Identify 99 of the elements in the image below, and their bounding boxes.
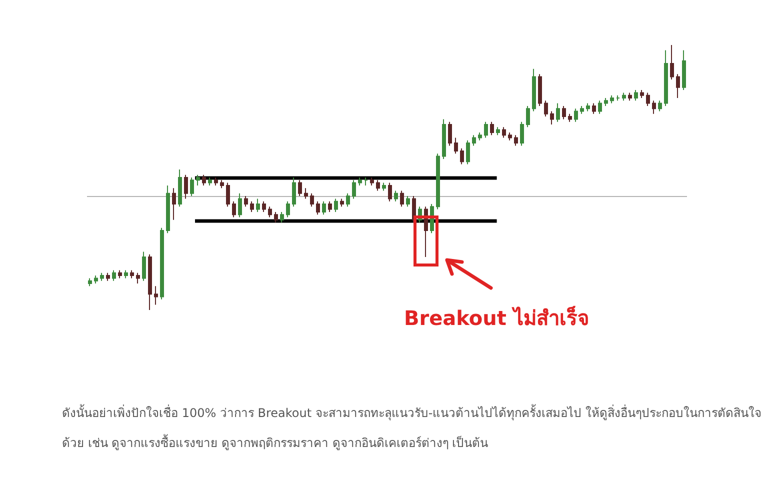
candlestick: [664, 50, 668, 106]
annotation: Breakout ไม่สำเร็จ: [404, 304, 590, 332]
candlestick: [556, 102, 560, 122]
candlestick: [448, 121, 452, 146]
candlestick: [196, 174, 200, 186]
candlestick: [148, 254, 152, 310]
candlestick: [220, 180, 224, 189]
candlestick: [562, 105, 566, 120]
candlestick: [490, 121, 494, 136]
candlestick: [238, 192, 242, 218]
candlestick: [88, 278, 92, 287]
candlestick: [670, 44, 674, 80]
candlestick: [172, 188, 176, 220]
candlestick: [274, 211, 278, 224]
candlestick: [112, 270, 116, 282]
candlestick: [328, 200, 332, 212]
candlestick: [136, 272, 140, 284]
candlestick: [616, 94, 620, 102]
candlestick: [142, 251, 146, 282]
candlestick: [322, 200, 326, 216]
candlestick: [538, 74, 542, 106]
candlestick: [478, 132, 482, 141]
candlestick: [496, 126, 500, 136]
candlestick: [268, 206, 272, 218]
candlestick: [304, 188, 308, 200]
candlestick: [310, 192, 314, 208]
candlestick: [364, 177, 368, 186]
candlestick: [652, 100, 656, 114]
candlestick: [502, 126, 506, 138]
candlestick: [628, 92, 632, 102]
candlestick: [244, 196, 248, 208]
candlestick: [94, 275, 98, 284]
candlestick: [262, 200, 266, 212]
candlestick: [178, 169, 182, 208]
candlestick: [526, 105, 530, 128]
candlestick: [400, 190, 404, 208]
candlestick: [682, 50, 686, 91]
candlestick: [130, 270, 134, 279]
candlestick: [208, 177, 212, 186]
candlestick: [160, 227, 164, 300]
candlestick: [610, 94, 614, 104]
candlestick: [118, 270, 122, 279]
candlestick: [382, 182, 386, 192]
candlestick: [124, 270, 128, 279]
candlestick: [592, 102, 596, 114]
candlestick: [316, 200, 320, 216]
candlestick: [286, 200, 290, 218]
candlestick: [184, 174, 188, 200]
candlestick: [676, 74, 680, 98]
candlestick: [154, 286, 158, 306]
candlestick: [292, 177, 296, 208]
candlestick: [604, 98, 608, 106]
candlestick: [466, 140, 470, 165]
candlestick: [484, 121, 488, 138]
candlestick: [532, 68, 536, 112]
candlestick: [406, 196, 410, 208]
candlestick: [190, 177, 194, 197]
candlestick: [166, 184, 170, 234]
candlestick: [214, 177, 218, 186]
candlestick: [334, 198, 338, 212]
candlestick: [280, 211, 284, 224]
candlestick: [352, 180, 356, 200]
candlestick: [598, 100, 602, 114]
candlestick: [640, 90, 644, 98]
text: ดังนั้นอย่าเพิ่งปักใจเชื่อ 100% ว่าการ Breakout จะสามารถทะลุแนวรับ-แนวต้านไปได้ทุกครั้งเสมอไป ให้ดูสิ่งอื่นๆประกอบในการตัดสินใจด้วย เช่น ดูจากแรงซื้อแรงขาย ดูจากพฤติกรรมราคา ดูจากอินดิเคเตอร์ต่างๆ เป็นต้น: [62, 406, 762, 450]
candlestick: [646, 92, 650, 106]
candlestick: [442, 118, 446, 160]
candlestick: [508, 132, 512, 141]
candlestick: [256, 198, 260, 212]
candlestick: [100, 272, 104, 282]
candlestick: [340, 198, 344, 208]
candlestick: [568, 113, 572, 122]
candlestick: [106, 272, 110, 282]
candlestick: [346, 192, 350, 208]
candlestick: [544, 100, 548, 118]
candlestick: [226, 182, 230, 208]
candlestick: [454, 137, 458, 154]
candlestick: [622, 92, 626, 102]
candlestick: [472, 134, 476, 146]
candlestick: [436, 153, 440, 210]
candlestick: [586, 102, 590, 112]
candlestick: [580, 105, 584, 114]
candlestick: [550, 110, 554, 125]
candlestick: [232, 200, 236, 218]
candlestick: [424, 206, 428, 258]
candlestick: [394, 190, 398, 202]
candlestick: [370, 177, 374, 186]
candlestick: [202, 174, 206, 186]
candlestick: [658, 100, 662, 112]
candlestick: [358, 177, 362, 186]
candlestick: [376, 180, 380, 192]
candlestick: [634, 90, 638, 102]
candlestick: [520, 121, 524, 146]
candlestick: [388, 182, 392, 202]
candlestick: [574, 108, 578, 122]
candlestick: [250, 200, 254, 212]
candlestick: [298, 180, 302, 197]
candlestick: [460, 148, 464, 165]
candlestick: [514, 134, 518, 146]
